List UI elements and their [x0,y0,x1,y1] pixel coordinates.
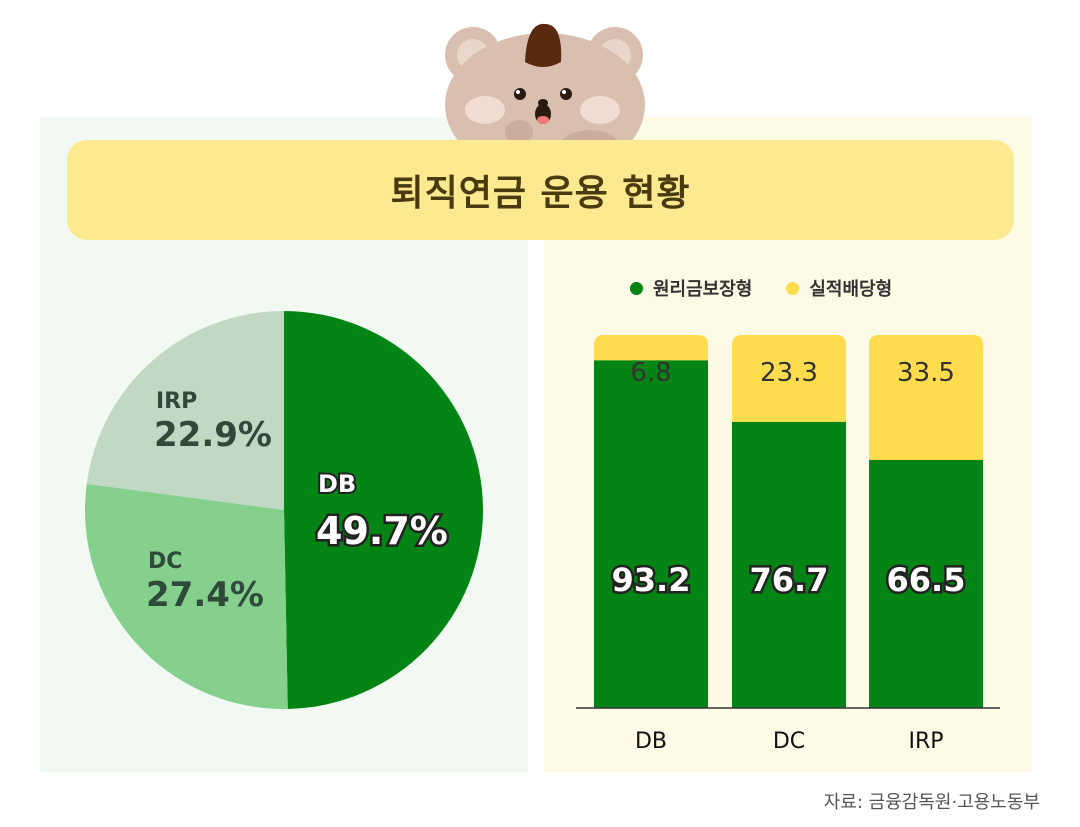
pie-label-dc: DC [148,549,182,574]
pie-label-db: DB [318,470,356,498]
bar-label-guaranteed-dc: 76.7 [750,561,829,599]
x-tick-label-db: DB [635,729,667,754]
legend-swatch-guaranteed [630,281,643,295]
source-note: 자료: 금융감독원·고용노동부 [823,792,1040,813]
x-tick-label-irp: IRP [908,729,943,754]
bar-guaranteed-db [594,360,708,708]
pie-value-db: 49.7% [316,509,448,553]
bar-label-guaranteed-db: 93.2 [612,561,691,599]
page-title: 퇴직연금 운용 현황 [390,173,691,214]
bar-label-performance-db: 6.8 [630,358,671,388]
legend-item-guaranteed: 원리금보장형 [630,275,752,301]
bar-legend: 원리금보장형 실적배당형 [630,275,892,301]
legend-item-performance: 실적배당형 [786,275,892,301]
pie-slice-dc [85,483,288,709]
title-banner: 퇴직연금 운용 현황 [67,140,1014,240]
pie-value-dc: 27.4% [146,575,264,615]
legend-label-performance: 실적배당형 [809,279,893,300]
pie-label-irp: IRP [156,389,197,414]
bar-performance-irp [869,335,983,460]
bar-performance-dc [732,335,846,422]
bar-guaranteed-dc [732,421,846,708]
bar-label-performance-irp: 33.5 [897,358,955,388]
x-tick-label-dc: DC [773,729,805,754]
bar-performance-db [594,335,708,361]
legend-swatch-performance [786,281,800,295]
pie-slice-irp [86,311,284,510]
bar-label-guaranteed-irp: 66.5 [887,561,966,599]
bar-label-performance-dc: 23.3 [760,358,818,388]
bar-guaranteed-irp [869,459,983,708]
pie-slice-db [284,310,484,709]
pie-value-irp: 22.9% [154,415,272,455]
legend-label-guaranteed: 원리금보장형 [653,279,753,300]
